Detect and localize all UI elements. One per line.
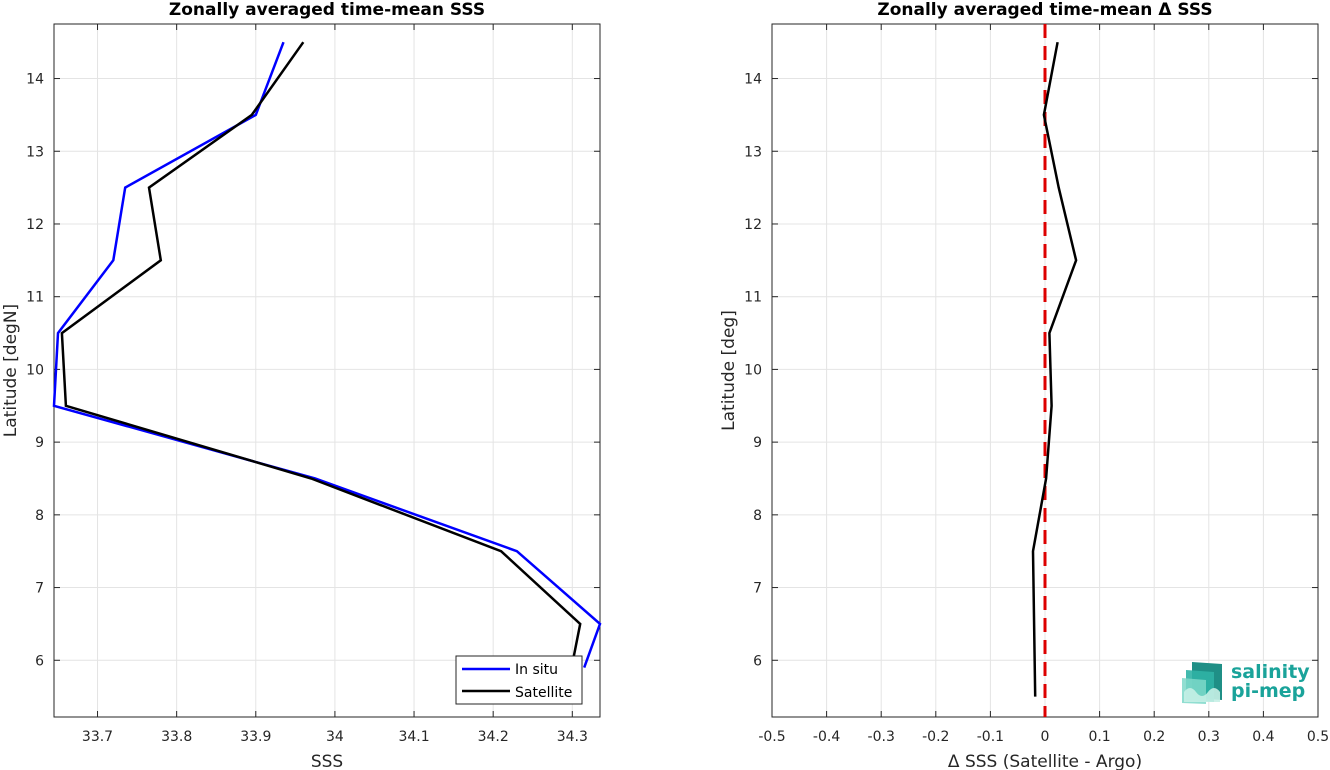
left-chart-title: Zonally averaged time-mean SSS bbox=[169, 0, 485, 20]
left-x-tick-label: 34.1 bbox=[398, 729, 429, 745]
right-x-ticks: -0.5 -0.4 -0.3 -0.2 -0.1 0 0.1 0.2 0.3 0.4 0.5 bbox=[758, 24, 1329, 745]
right-x-tick-label: -0.2 bbox=[922, 729, 949, 745]
logo-text-pi-mep: pi-mep bbox=[1231, 680, 1305, 702]
right-x-tick-label: 0 bbox=[1041, 729, 1050, 745]
right-x-tick-label: -0.1 bbox=[977, 729, 1004, 745]
left-series-line-in-situ bbox=[52, 41, 602, 669]
delta-sss-profile-chart: -0.5 -0.4 -0.3 -0.2 -0.1 0 0.1 0.2 0.3 0.4 0.5 6 7 8… bbox=[719, 0, 1329, 770]
right-x-tick-label: 0.1 bbox=[1088, 729, 1110, 745]
legend-box bbox=[455, 655, 583, 705]
right-y-tick-label: 9 bbox=[753, 435, 762, 451]
left-x-tick-label: 33.7 bbox=[82, 729, 113, 745]
left-x-tick-label: 34.2 bbox=[478, 729, 509, 745]
left-y-tick-label: 8 bbox=[35, 508, 44, 524]
left-plot-frame bbox=[53, 23, 601, 718]
left-x-ticks: 33.7 33.8 33.9 34 34.1 34.2 34.3 bbox=[82, 24, 588, 745]
right-chart-title: Zonally averaged time-mean Δ SSS bbox=[877, 0, 1212, 20]
right-x-tick-label: -0.4 bbox=[813, 729, 840, 745]
right-series-line-delta-sss bbox=[1031, 41, 1078, 697]
left-y-tick-label: 10 bbox=[26, 362, 44, 378]
right-grid bbox=[771, 24, 1319, 717]
right-x-tick-label: 0.3 bbox=[1198, 729, 1220, 745]
right-y-tick-label: 10 bbox=[744, 362, 762, 378]
right-y-tick-label: 11 bbox=[744, 290, 762, 306]
right-y-tick-label: 14 bbox=[744, 72, 762, 88]
right-y-tick-label: 6 bbox=[753, 653, 762, 669]
left-x-tick-label: 33.8 bbox=[161, 729, 192, 745]
sss-profile-chart: 33.7 33.8 33.9 34 34.1 34.2 34.3 6 7 8 9 10 11 12 13 1… bbox=[1, 0, 602, 770]
left-y-tick-label: 7 bbox=[35, 581, 44, 597]
right-y-tick-label: 8 bbox=[753, 508, 762, 524]
right-x-tick-label: 0.4 bbox=[1252, 729, 1274, 745]
left-y-tick-label: 13 bbox=[26, 144, 44, 160]
wave-logo-icon bbox=[1182, 662, 1222, 704]
right-y-ticks: 6 7 8 9 10 11 12 13 14 bbox=[744, 72, 1318, 669]
left-y-tick-label: 9 bbox=[35, 435, 44, 451]
right-x-axis-label: Δ SSS (Satellite - Argo) bbox=[948, 752, 1142, 770]
left-y-tick-label: 11 bbox=[26, 290, 44, 306]
salinity-pi-mep-logo: salinity pi-mep bbox=[1182, 661, 1310, 704]
left-grid bbox=[54, 24, 600, 717]
legend: In situ Satellite bbox=[455, 655, 583, 705]
left-x-tick-label: 34 bbox=[326, 729, 344, 745]
right-y-axis-label: Latitude [deg] bbox=[719, 310, 739, 431]
legend-label-satellite: Satellite bbox=[515, 685, 572, 701]
left-x-tick-label: 34.3 bbox=[557, 729, 588, 745]
left-y-tick-label: 12 bbox=[26, 217, 44, 233]
legend-label-in-situ: In situ bbox=[515, 662, 558, 678]
right-y-tick-label: 13 bbox=[744, 144, 762, 160]
right-y-tick-label: 12 bbox=[744, 217, 762, 233]
left-series bbox=[52, 41, 602, 669]
right-x-tick-label: 0.2 bbox=[1143, 729, 1165, 745]
left-x-axis-label: SSS bbox=[311, 752, 343, 770]
left-series-line-satellite bbox=[60, 41, 582, 665]
right-y-tick-label: 7 bbox=[753, 581, 762, 597]
left-y-ticks: 6 7 8 9 10 11 12 13 14 bbox=[26, 72, 600, 669]
left-x-tick-label: 33.9 bbox=[240, 729, 271, 745]
left-y-axis-label: Latitude [degN] bbox=[1, 304, 21, 437]
left-y-tick-label: 6 bbox=[35, 653, 44, 669]
logo-text-salinity: salinity bbox=[1231, 661, 1310, 683]
right-series bbox=[1031, 24, 1078, 717]
right-x-tick-label: 0.5 bbox=[1307, 729, 1329, 745]
right-x-tick-label: -0.5 bbox=[758, 729, 785, 745]
left-y-tick-label: 14 bbox=[26, 72, 44, 88]
right-x-tick-label: -0.3 bbox=[868, 729, 895, 745]
